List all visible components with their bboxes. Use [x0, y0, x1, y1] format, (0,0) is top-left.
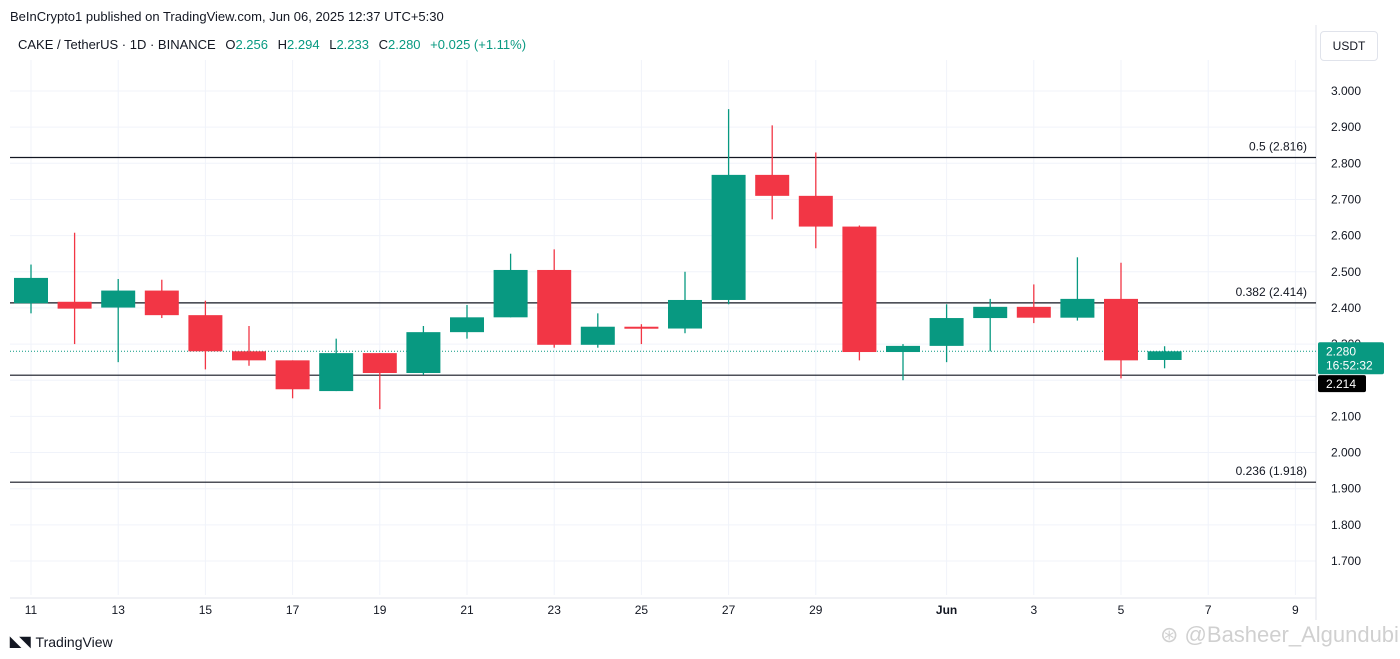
x-tick-label: 27: [722, 603, 736, 617]
candle-body[interactable]: [188, 315, 223, 352]
candle-body[interactable]: [1147, 351, 1182, 360]
y-tick-label: 2.700: [1331, 192, 1361, 206]
candle-body[interactable]: [362, 353, 397, 373]
level-price-badge: [1318, 375, 1366, 393]
candle-body[interactable]: [275, 360, 310, 390]
currency-button[interactable]: USDT: [1320, 31, 1378, 61]
x-tick-label: 19: [373, 603, 387, 617]
x-tick-label: 15: [199, 603, 213, 617]
x-tick-label: 13: [112, 603, 126, 617]
candle-body[interactable]: [537, 269, 572, 345]
candle-body[interactable]: [1060, 298, 1095, 318]
candle-body[interactable]: [798, 195, 833, 227]
candle-body[interactable]: [450, 317, 484, 333]
x-tick-label: 7: [1205, 603, 1212, 617]
x-tick-label: 29: [809, 603, 823, 617]
x-tick-label: 9: [1292, 603, 1299, 617]
high-label: H: [277, 37, 288, 52]
candle-body[interactable]: [493, 269, 528, 318]
candle-body[interactable]: [319, 353, 354, 392]
x-tick-label: 25: [635, 603, 649, 617]
x-tick-label: 21: [460, 603, 474, 617]
tradingview-logo[interactable]: ◣◥ TradingView: [10, 633, 113, 650]
y-tick-label: 1.800: [1331, 518, 1361, 532]
last-price-value: 2.280: [1326, 344, 1356, 358]
watermark: ⊛ @Basheer_Algundubi: [1160, 622, 1399, 648]
x-tick-label: 17: [286, 603, 300, 617]
candle-body[interactable]: [711, 174, 746, 300]
candle-body[interactable]: [1016, 306, 1051, 318]
high-value: 2.294: [287, 37, 320, 52]
close-label: C: [378, 37, 388, 52]
publisher-line: BeInCrypto1 published on TradingView.com…: [10, 9, 444, 24]
candle-body[interactable]: [57, 301, 92, 309]
change-value: +0.025 (+1.11%): [430, 37, 527, 52]
y-tick-label: 2.900: [1331, 120, 1361, 134]
candle-body[interactable]: [101, 290, 136, 308]
close-value: 2.280: [388, 37, 421, 52]
y-tick-label: 3.000: [1331, 84, 1361, 98]
symbol-legend: CAKE / TetherUS · 1D · BINANCE O2.256 H2…: [18, 37, 526, 52]
y-tick-label: 2.500: [1331, 265, 1361, 279]
symbol-name[interactable]: CAKE / TetherUS · 1D · BINANCE: [18, 37, 216, 52]
bar-countdown: 16:52:32: [1326, 358, 1373, 372]
x-tick-label: 5: [1118, 603, 1125, 617]
y-tick-label: 2.600: [1331, 229, 1361, 243]
tradingview-logo-icon: ◣◥: [10, 633, 31, 649]
low-label: L: [329, 37, 337, 52]
y-tick-label: 1.900: [1331, 482, 1361, 496]
y-tick-label: 2.400: [1331, 301, 1361, 315]
x-tick-label: 3: [1030, 603, 1037, 617]
x-tick-label: 11: [25, 603, 38, 617]
level-label: 0.5 (2.816): [1249, 140, 1307, 154]
x-tick-label: Jun: [936, 603, 957, 617]
watermark-icon: ⊛ @: [1160, 622, 1207, 647]
candle-body[interactable]: [144, 290, 179, 316]
open-value: 2.256: [235, 37, 269, 52]
y-tick-label: 2.800: [1331, 156, 1361, 170]
candle-body[interactable]: [842, 226, 877, 353]
candle-body[interactable]: [886, 345, 920, 353]
candle-body[interactable]: [232, 351, 266, 361]
watermark-text: Basheer_Algundubi: [1206, 622, 1399, 647]
level-label: 0.382 (2.414): [1236, 285, 1307, 299]
last-price-badge: [1318, 342, 1384, 375]
candle-body[interactable]: [929, 318, 964, 346]
y-tick-label: 1.700: [1331, 554, 1361, 568]
y-tick-label: 2.100: [1331, 409, 1361, 423]
candle-body[interactable]: [1104, 298, 1138, 361]
tradingview-logo-text: TradingView: [35, 633, 113, 650]
low-value: 2.233: [336, 37, 369, 52]
level-label: 0.236 (1.918): [1236, 464, 1307, 478]
open-label: O: [225, 37, 236, 52]
level-price-value: 2.214: [1326, 377, 1356, 391]
candle-body[interactable]: [624, 326, 659, 329]
candle-body[interactable]: [668, 299, 702, 329]
y-tick-label: 2.000: [1331, 446, 1361, 460]
candle-body[interactable]: [580, 326, 615, 345]
candle-body[interactable]: [406, 332, 441, 373]
candle-body[interactable]: [973, 306, 1008, 319]
x-tick-label: 23: [548, 603, 562, 617]
candle-body[interactable]: [14, 277, 48, 304]
candle-body[interactable]: [755, 174, 790, 196]
